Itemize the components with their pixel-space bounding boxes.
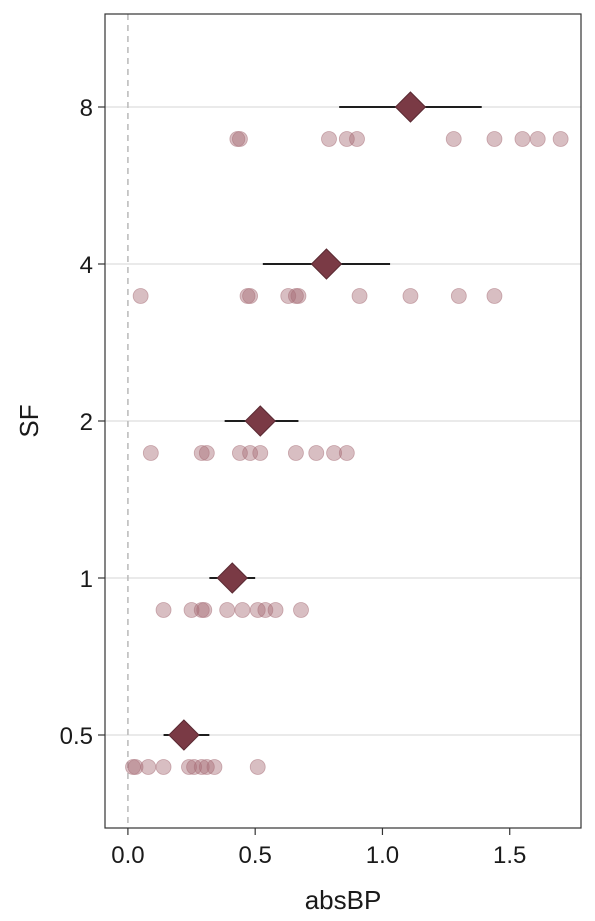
y-tick-label: 8: [80, 95, 93, 122]
mean-marker: [216, 562, 248, 594]
x-tick-label: 1.5: [493, 842, 526, 869]
data-point: [349, 131, 365, 147]
y-tick-label: 2: [80, 409, 93, 436]
x-tick-label: 0.0: [111, 842, 144, 869]
data-point: [206, 759, 223, 775]
x-tick-label: 1.0: [366, 842, 399, 869]
data-point: [196, 602, 213, 618]
data-point: [552, 131, 569, 147]
mean-markers: [163, 91, 482, 751]
data-point: [338, 445, 355, 461]
data-point: [127, 759, 144, 775]
data-point: [249, 759, 266, 775]
data-point: [242, 288, 258, 304]
data-point: [486, 288, 503, 304]
y-tick-label: 0.5: [60, 723, 93, 750]
data-point: [219, 602, 236, 618]
data-point: [445, 131, 462, 147]
data-point: [326, 445, 342, 461]
data-point: [308, 445, 325, 461]
data-point: [142, 445, 159, 461]
grid-lines: [105, 106, 581, 736]
data-point: [252, 445, 269, 461]
data-point: [293, 602, 309, 618]
axes: 0.5 1 2 4 8 0.0 0.5 1.0 1.5: [60, 95, 527, 869]
data-point: [181, 759, 197, 775]
mean-marker: [394, 91, 427, 123]
data-point: [288, 445, 304, 461]
data-point: [402, 288, 419, 304]
x-axis-title: absBP: [305, 885, 382, 915]
data-point: [155, 759, 172, 775]
data-point: [529, 131, 546, 147]
y-tick-label: 4: [80, 252, 93, 279]
mean-marker: [310, 248, 343, 280]
data-point: [267, 602, 284, 618]
mean-marker: [244, 405, 276, 437]
data-point: [140, 759, 157, 775]
x-tick-label: 0.5: [238, 842, 271, 869]
data-point: [321, 131, 337, 147]
data-point: [232, 131, 248, 147]
data-point: [514, 131, 531, 147]
data-point: [155, 602, 172, 618]
data-point: [193, 445, 210, 461]
y-axis-title: SF: [14, 404, 44, 437]
data-point: [234, 602, 251, 618]
data-point: [193, 759, 210, 775]
data-point: [351, 288, 368, 304]
data-point: [450, 288, 467, 304]
data-points: [125, 131, 569, 775]
data-point: [132, 288, 149, 304]
y-tick-label: 1: [80, 566, 93, 593]
mean-marker: [168, 719, 200, 751]
data-point: [198, 445, 215, 461]
data-point: [486, 131, 503, 147]
data-point: [290, 288, 307, 304]
